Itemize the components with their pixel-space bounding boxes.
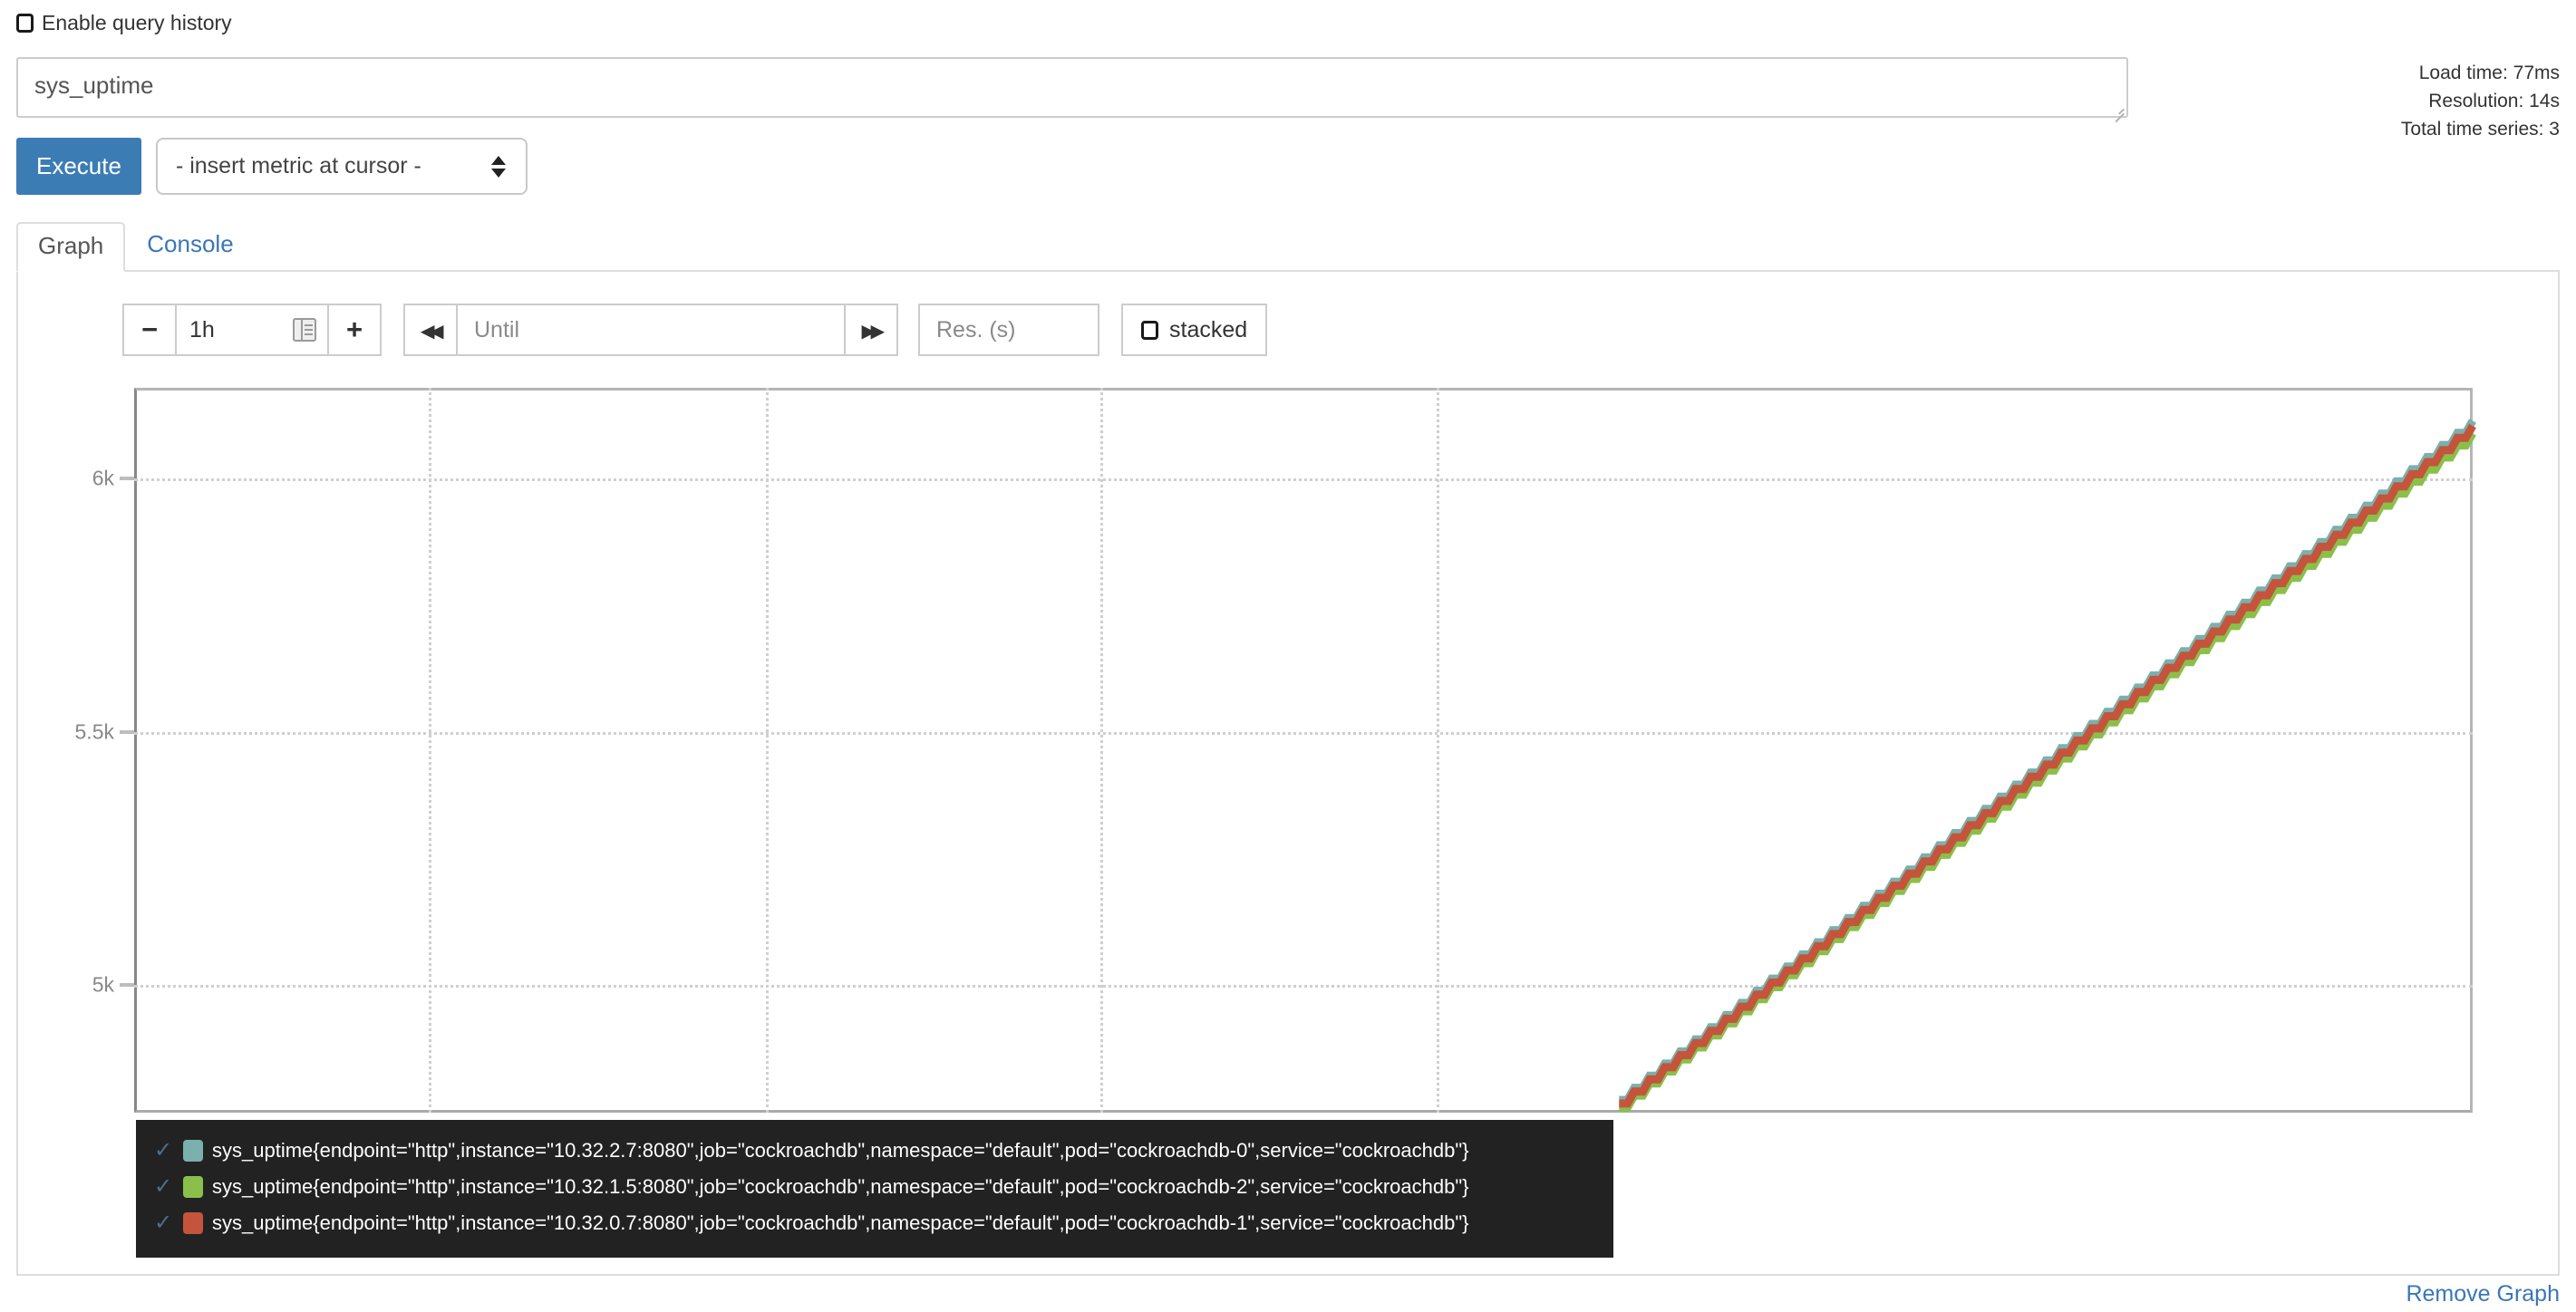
execute-button[interactable]: Execute	[16, 138, 141, 195]
legend-color-swatch	[183, 1212, 203, 1234]
range-list-icon[interactable]	[293, 318, 316, 342]
range-control-group: − 1h +	[122, 304, 382, 356]
step-backward-button[interactable]: ◂◂	[403, 304, 458, 356]
insert-metric-value: - insert metric at cursor -	[175, 153, 421, 178]
ytick-label-5500: 5.5k	[74, 719, 114, 744]
plot-frame	[134, 388, 2473, 1113]
tab-console[interactable]: Console	[147, 230, 234, 258]
stacked-toggle[interactable]: stacked	[1121, 304, 1268, 356]
query-history-checkbox[interactable]	[16, 14, 34, 33]
resolution-text: Resolution: 14s	[2428, 90, 2560, 111]
query-stats: Load time: 77ms Resolution: 14s Total ti…	[2401, 60, 2560, 144]
graph-legend: ✓ sys_uptime{endpoint="http",instance="1…	[136, 1120, 1613, 1258]
step-forward-icon: ▸▸	[861, 315, 884, 344]
legend-item[interactable]: ✓ sys_uptime{endpoint="http",instance="1…	[154, 1205, 1613, 1241]
ytick-mark-6000	[120, 477, 134, 480]
execute-row: Execute - insert metric at cursor -	[16, 138, 528, 195]
gridline-y-5000	[134, 985, 2473, 989]
stacked-label: stacked	[1169, 316, 1248, 342]
ytick-mark-5000	[120, 983, 134, 988]
range-decrease-button[interactable]: −	[122, 304, 177, 356]
range-increase-button[interactable]: +	[327, 304, 382, 356]
graph-controls: − 1h + ◂◂ Until ▸▸ Res. (s) stacked	[122, 304, 1268, 356]
legend-color-swatch	[183, 1140, 203, 1162]
legend-item[interactable]: ✓ sys_uptime{endpoint="http",instance="1…	[154, 1133, 1613, 1169]
total-time-series-text: Total time series: 3	[2400, 118, 2560, 140]
legend-item[interactable]: ✓ sys_uptime{endpoint="http",instance="1…	[154, 1169, 1613, 1205]
series-lines	[1619, 419, 2476, 1112]
graph-plot-area[interactable]: 6k 5.5k 5k 17:45 18:00 18:15 18:30	[75, 388, 2476, 1143]
range-input[interactable]: 1h	[175, 304, 329, 356]
resolution-input[interactable]: Res. (s)	[918, 304, 1099, 356]
gridline-y-6000	[134, 478, 2473, 481]
load-time-text: Load time: 77ms	[2418, 63, 2560, 83]
until-input[interactable]: Until	[456, 304, 846, 356]
gridline-x-1815	[1099, 388, 1103, 1113]
legend-series-label: sys_uptime{endpoint="http",instance="10.…	[212, 1139, 1469, 1162]
resolution-placeholder: Res. (s)	[936, 316, 1016, 342]
insert-metric-select[interactable]: - insert metric at cursor -	[155, 138, 528, 195]
gridline-x-1830	[1437, 388, 1440, 1113]
time-control-group: ◂◂ Until ▸▸	[403, 304, 898, 356]
step-backward-icon: ◂◂	[421, 315, 443, 344]
legend-series-label: sys_uptime{endpoint="http",instance="10.…	[212, 1211, 1469, 1234]
gridline-y-5500	[134, 732, 2473, 735]
step-forward-button[interactable]: ▸▸	[844, 304, 898, 356]
legend-color-swatch	[183, 1176, 203, 1198]
remove-graph-link[interactable]: Remove Graph	[2406, 1281, 2560, 1307]
legend-check-icon: ✓	[154, 1174, 173, 1199]
series-line-2	[1619, 423, 2476, 1108]
legend-check-icon: ✓	[154, 1138, 173, 1162]
ytick-label-5000: 5k	[92, 972, 114, 997]
panel-tabs: Graph Console	[16, 217, 2560, 272]
gridline-x-1800	[765, 388, 769, 1113]
expression-input-wrapper: sys_uptime	[16, 57, 2128, 123]
legend-series-label: sys_uptime{endpoint="http",instance="10.…	[212, 1175, 1469, 1198]
gridline-x-1745	[429, 388, 432, 1113]
ytick-mark-5500	[120, 730, 134, 734]
tab-graph[interactable]: Graph	[16, 222, 126, 272]
series-line-0	[1619, 419, 2476, 1105]
stacked-checkbox[interactable]	[1141, 320, 1158, 340]
expression-input[interactable]: sys_uptime	[16, 57, 2128, 118]
chevron-updown-icon	[490, 155, 506, 178]
range-value: 1h	[189, 316, 215, 342]
enable-query-history-row[interactable]: Enable query history	[16, 11, 232, 35]
legend-check-icon: ✓	[154, 1211, 173, 1235]
graph-panel	[16, 272, 2560, 1276]
query-history-label: Enable query history	[42, 11, 232, 34]
until-placeholder: Until	[474, 316, 520, 342]
ytick-label-6000: 6k	[92, 466, 114, 490]
